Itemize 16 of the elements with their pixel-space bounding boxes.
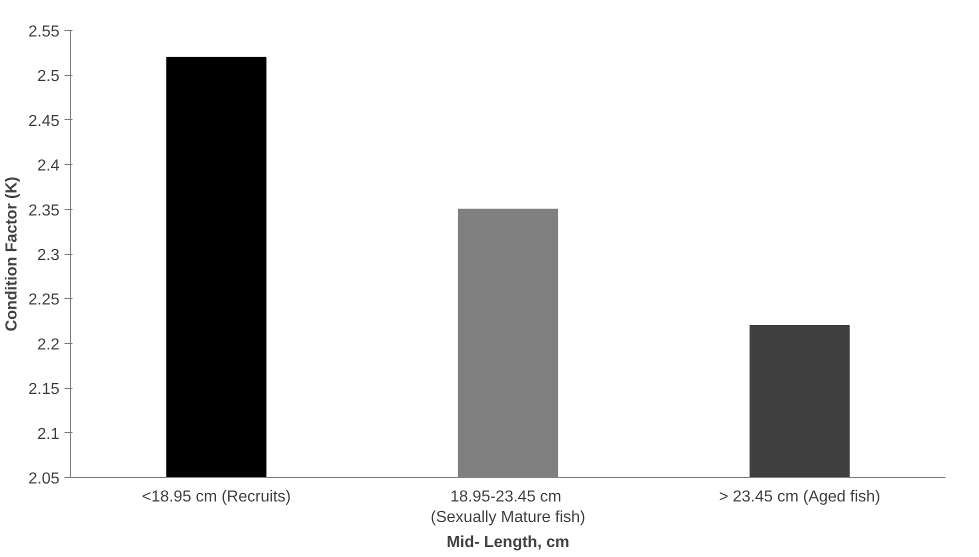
y-tick-label: 2.35 <box>28 202 60 220</box>
x-tick-label: 18.95-23.45 cm (Sexually Mature fish) <box>430 488 586 526</box>
y-tick-label: 2.25 <box>28 292 60 309</box>
y-tick-label: 2.55 <box>28 24 60 40</box>
x-tick-label: <18.95 cm (Recruits) <box>142 488 291 506</box>
y-tick-label: 2.1 <box>37 426 60 443</box>
x-axis-title: Mid- Length, cm <box>446 534 570 551</box>
x-tick-label: > 23.45 cm (Aged fish) <box>718 488 880 506</box>
y-tick-label: 2.5 <box>37 68 60 86</box>
y-tick-label: 2.3 <box>37 247 60 264</box>
y-tick-label: 2.05 <box>28 470 60 488</box>
y-axis-title: Condition Factor (K) <box>3 176 20 332</box>
y-tick-label: 2.45 <box>28 112 60 130</box>
y-tick-label: 2.2 <box>37 336 60 354</box>
y-tick-label: 2.4 <box>37 158 60 175</box>
y-tick-label: 2.15 <box>28 381 60 398</box>
